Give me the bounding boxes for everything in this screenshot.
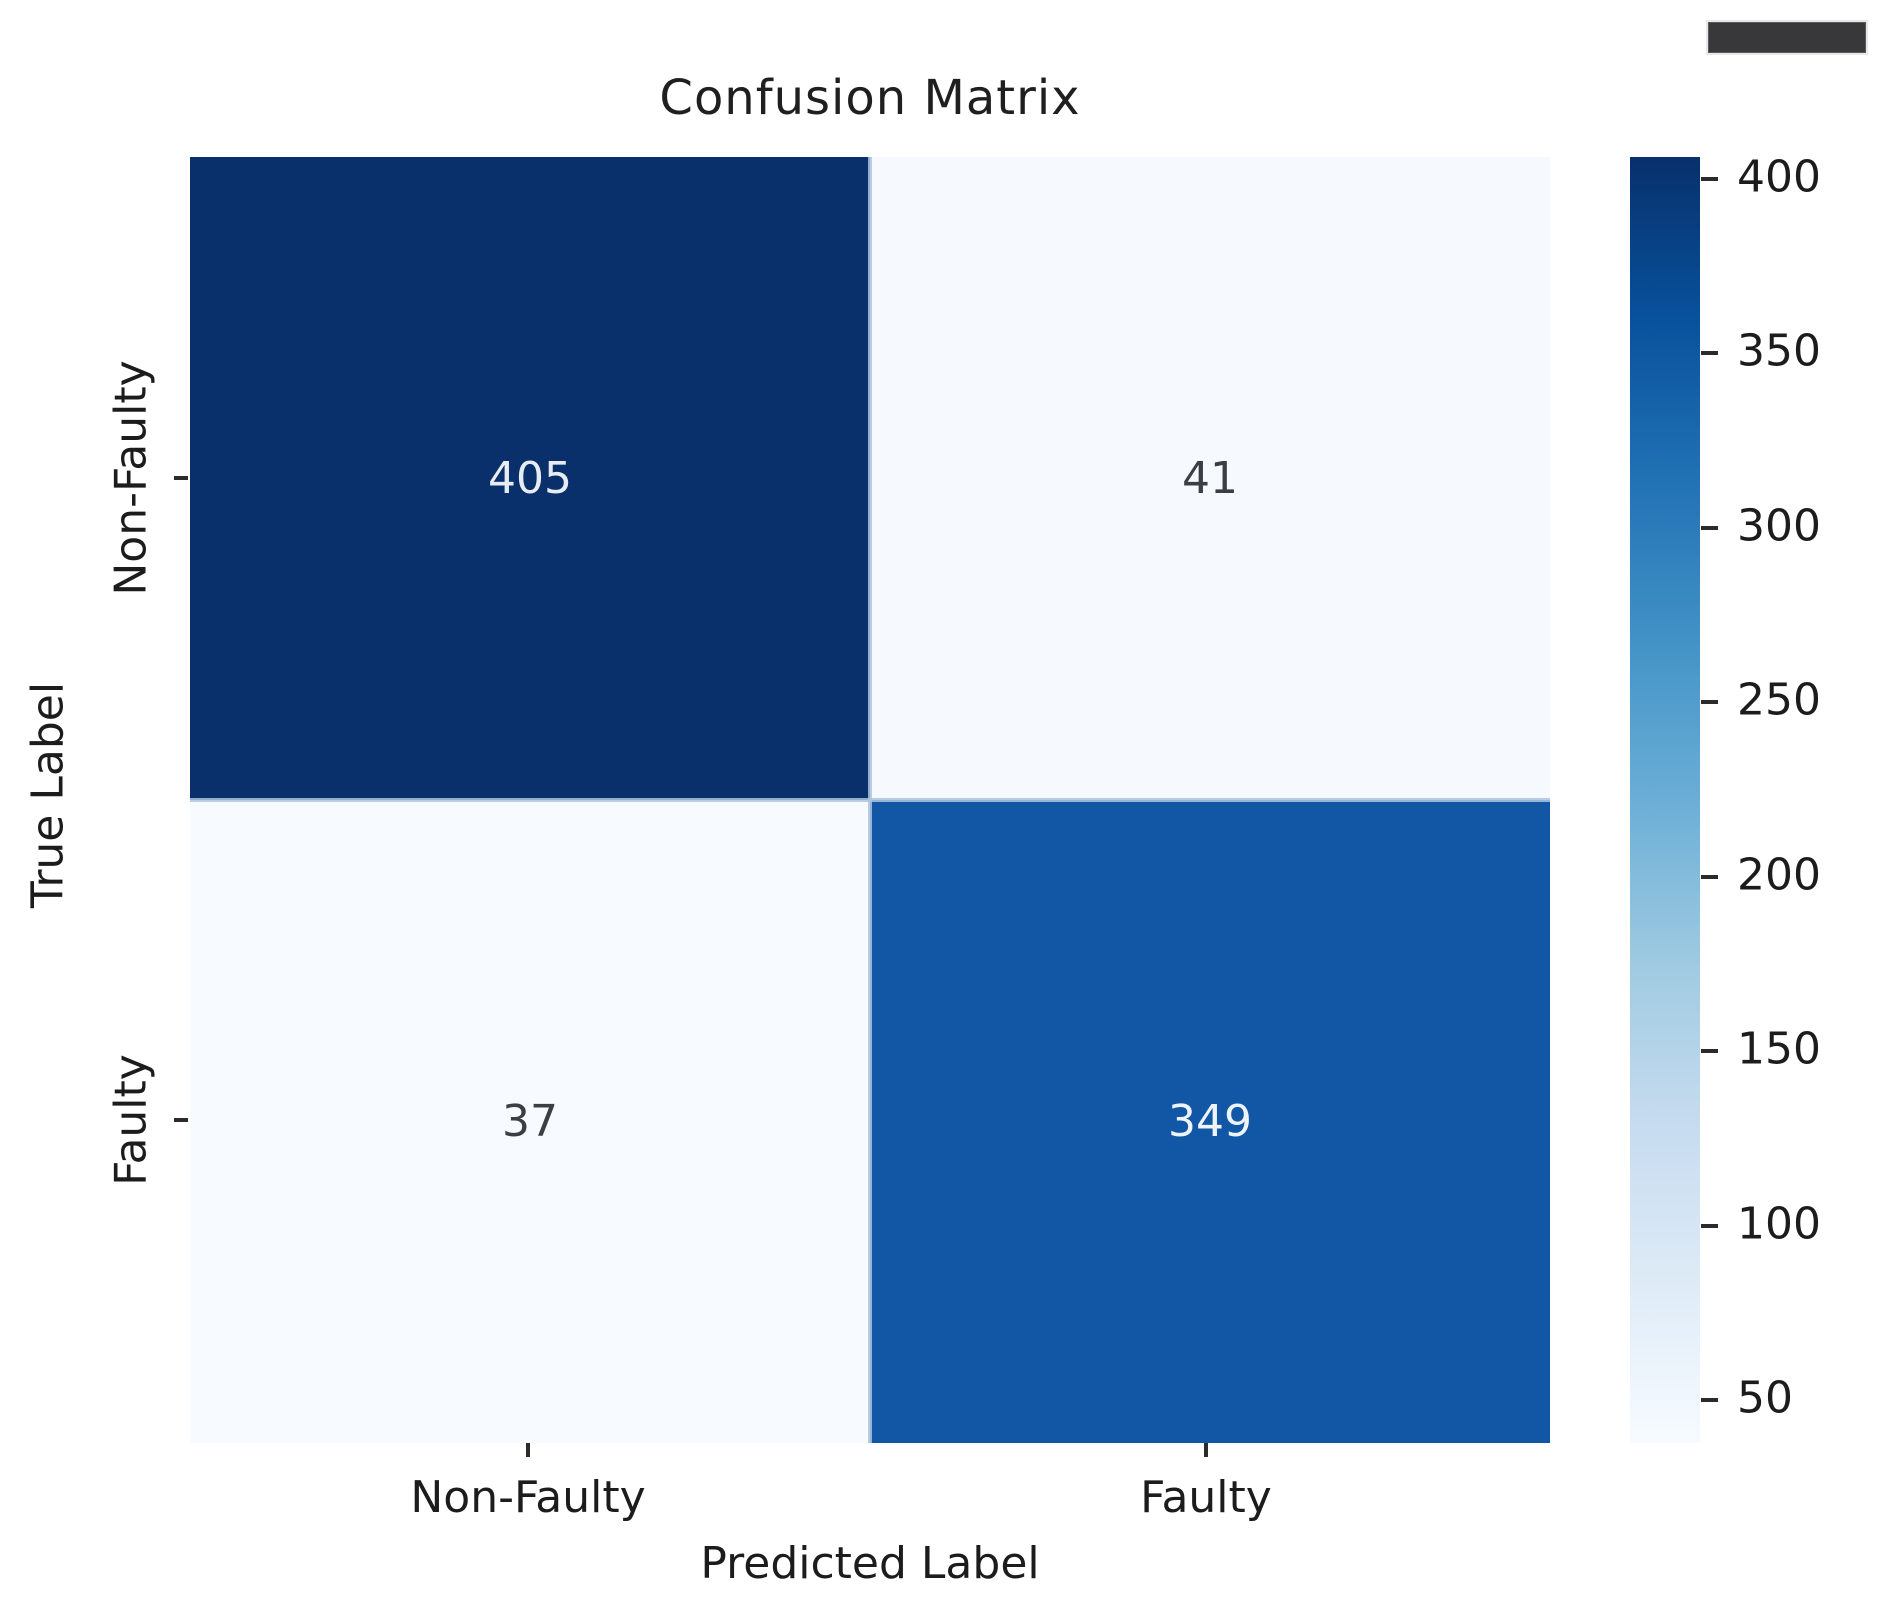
heatmap-plot-area: 405 41 37 349 bbox=[190, 157, 1550, 1443]
colorbar-tick-label: 300 bbox=[1737, 500, 1821, 552]
x-tick-label-faulty: Faulty bbox=[1140, 1472, 1272, 1523]
y-axis-label: True Label bbox=[22, 681, 74, 909]
y-tick-mark bbox=[174, 1118, 188, 1122]
heatmap-cell-false-positive: 41 bbox=[870, 157, 1550, 800]
colorbar-tick-label: 400 bbox=[1737, 151, 1821, 203]
colorbar-tick-mark bbox=[1701, 1049, 1718, 1053]
colorbar-tick-label: 150 bbox=[1737, 1023, 1821, 1075]
colorbar-tick-label: 100 bbox=[1737, 1198, 1821, 1250]
chart-title: Confusion Matrix bbox=[659, 70, 1081, 126]
colorbar-tick-label: 350 bbox=[1737, 325, 1821, 377]
colorbar-tick-mark bbox=[1701, 875, 1718, 879]
colorbar-tick-mark bbox=[1701, 351, 1718, 355]
x-tick-label-non-faulty: Non-Faulty bbox=[410, 1472, 646, 1523]
colorbar-tick-mark bbox=[1701, 177, 1718, 181]
colorbar-tick-mark bbox=[1701, 1398, 1718, 1402]
colorbar-tick-mark bbox=[1701, 526, 1718, 530]
cell-value: 37 bbox=[502, 1096, 558, 1147]
cell-divider-horizontal bbox=[190, 798, 1550, 802]
cell-value: 41 bbox=[1182, 453, 1238, 504]
x-tick-mark bbox=[1204, 1443, 1208, 1457]
y-tick-mark bbox=[174, 476, 188, 480]
colorbar-tick-mark bbox=[1701, 1224, 1718, 1228]
x-axis-label: Predicted Label bbox=[700, 1538, 1040, 1589]
heatmap-cell-true-negative: 405 bbox=[190, 157, 870, 800]
colorbar-tick-mark bbox=[1701, 700, 1718, 704]
colorbar-tick-label: 250 bbox=[1737, 674, 1821, 726]
heatmap-cell-true-positive: 349 bbox=[870, 800, 1550, 1443]
dark-bar-artifact bbox=[1708, 22, 1866, 53]
y-tick-label-non-faulty: Non-Faulty bbox=[105, 360, 157, 596]
cell-value: 405 bbox=[488, 453, 572, 504]
x-tick-mark bbox=[526, 1443, 530, 1457]
heatmap-cell-false-negative: 37 bbox=[190, 800, 870, 1443]
y-tick-label-faulty: Faulty bbox=[105, 1054, 157, 1186]
colorbar-tick-label: 200 bbox=[1737, 849, 1821, 901]
colorbar-gradient bbox=[1630, 157, 1700, 1443]
cell-value: 349 bbox=[1168, 1096, 1252, 1147]
colorbar-tick-label: 50 bbox=[1737, 1372, 1793, 1424]
